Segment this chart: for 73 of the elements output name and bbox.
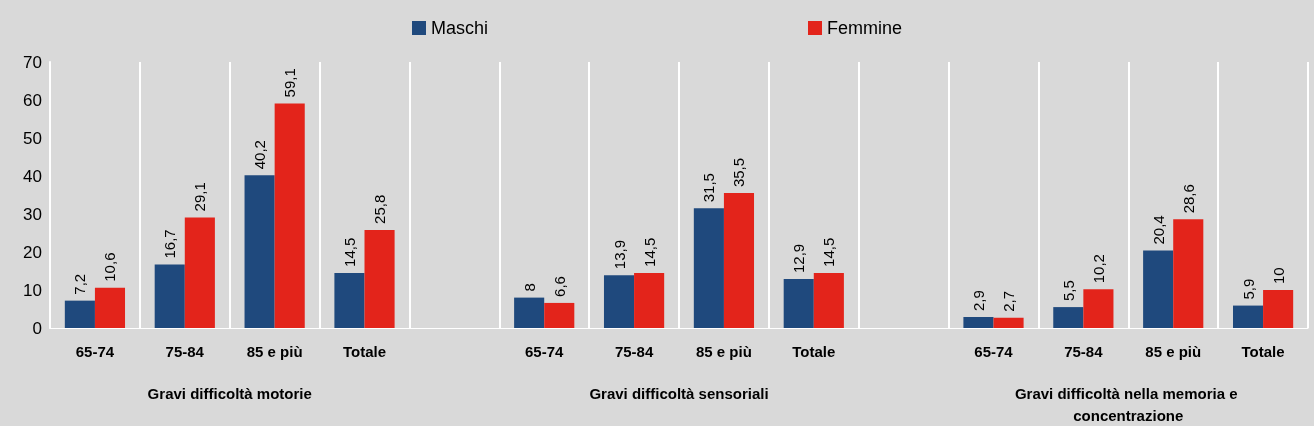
x-tick-label: 65-74 xyxy=(974,343,1014,360)
data-label: 2,9 xyxy=(969,290,987,311)
x-tick-label: 85 e più xyxy=(1145,343,1202,360)
data-label: 10,6 xyxy=(101,252,119,282)
bar xyxy=(993,317,1024,328)
y-tick-label: 70 xyxy=(23,52,42,72)
bar xyxy=(154,264,185,328)
bar xyxy=(184,217,215,328)
data-label: 7,2 xyxy=(71,273,89,295)
x-tick-label: Totale xyxy=(1241,343,1285,360)
data-label: 2,7 xyxy=(1000,290,1018,312)
data-label: 8 xyxy=(520,283,538,292)
data-label: 14,5 xyxy=(640,237,658,267)
data-label: 31,5 xyxy=(700,173,718,203)
x-tick-label: 65-74 xyxy=(525,343,565,360)
bar xyxy=(544,302,575,328)
legend-label: Femmine xyxy=(827,18,903,38)
x-tick-label: 75-84 xyxy=(1064,343,1104,360)
bar xyxy=(693,208,724,328)
data-label: 14,5 xyxy=(340,237,358,267)
bar xyxy=(334,272,365,328)
text: Gravi difficoltà motorie xyxy=(147,384,312,402)
bar xyxy=(244,175,275,328)
bar xyxy=(1173,219,1204,328)
x-tick-label: Totale xyxy=(342,343,387,360)
text: Gravi difficoltà sensoriali xyxy=(589,384,769,402)
data-label: 35,5 xyxy=(730,157,748,188)
data-label: 10 xyxy=(1269,267,1287,284)
bar xyxy=(723,193,755,328)
bar xyxy=(603,275,635,328)
y-tick-label: 30 xyxy=(23,204,42,224)
x-tick-label: 75-84 xyxy=(614,343,654,360)
y-tick-label: 0 xyxy=(32,318,42,338)
bar xyxy=(1143,250,1174,328)
data-label: 5,5 xyxy=(1059,280,1077,302)
data-label: 20,4 xyxy=(1149,215,1167,245)
x-tick-label: 65-74 xyxy=(75,343,115,360)
data-label: 59,1 xyxy=(281,68,299,98)
data-label: 29,1 xyxy=(191,182,209,212)
data-label: 25,8 xyxy=(371,194,389,224)
legend-label: Maschi xyxy=(430,18,488,38)
bar xyxy=(963,316,994,328)
bar xyxy=(364,229,395,328)
data-label: 12,9 xyxy=(790,243,808,273)
bar xyxy=(514,297,545,328)
data-label: 5,9 xyxy=(1239,278,1257,300)
y-tick-label: 50 xyxy=(23,128,42,148)
x-tick-label: 85 e più xyxy=(246,343,303,360)
bar xyxy=(64,300,95,328)
data-label: 28,6 xyxy=(1179,184,1197,214)
bar xyxy=(783,278,814,328)
bar xyxy=(1263,290,1294,328)
x-tick-label: 85 e più xyxy=(696,343,752,360)
y-tick-label: 10 xyxy=(23,280,42,300)
data-label: 6,6 xyxy=(550,276,568,297)
bar xyxy=(1083,289,1114,328)
data-label: 14,5 xyxy=(820,237,838,267)
bar xyxy=(1053,307,1084,328)
data-label: 16,7 xyxy=(161,229,179,259)
y-tick-label: 40 xyxy=(23,166,42,186)
bar xyxy=(94,287,126,328)
x-tick-label: Totale xyxy=(792,343,836,360)
text: Gravi difficoltà nella memoria e concentrazione xyxy=(1014,384,1242,424)
data-label: 13,9 xyxy=(610,239,628,270)
bar xyxy=(634,272,665,328)
data-label: 10,2 xyxy=(1089,254,1107,284)
data-label: 40,2 xyxy=(251,140,269,170)
x-tick-label: 75-84 xyxy=(165,343,205,360)
bar xyxy=(274,103,305,328)
y-tick-label: 20 xyxy=(23,242,42,262)
y-tick-label: 60 xyxy=(23,90,42,110)
bar xyxy=(1232,305,1264,328)
bar xyxy=(813,272,844,328)
